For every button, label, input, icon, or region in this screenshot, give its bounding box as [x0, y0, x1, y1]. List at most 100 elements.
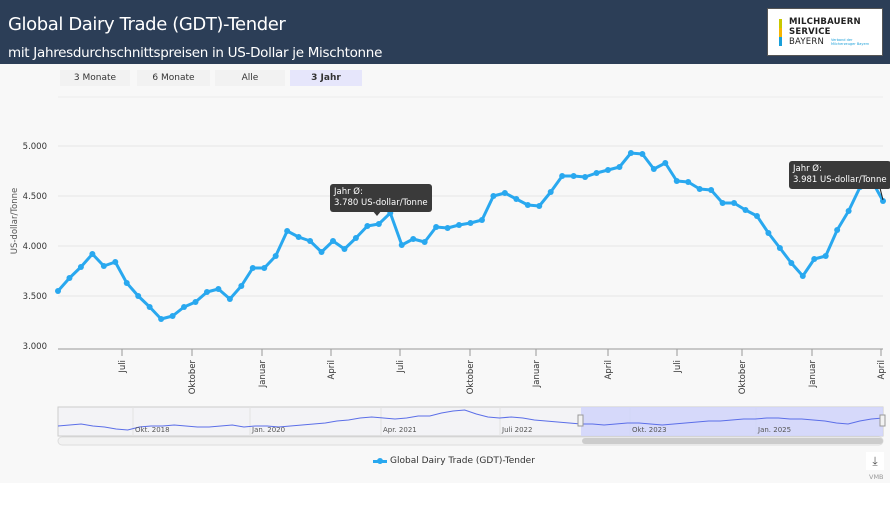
data-point[interactable]: [192, 299, 199, 305]
tooltip-2: Jahr Ø: 3.981 US-dollar/Tonne: [789, 161, 890, 189]
data-point[interactable]: [753, 213, 760, 219]
data-point[interactable]: [330, 238, 336, 244]
data-point[interactable]: [845, 208, 852, 214]
data-point[interactable]: [834, 227, 841, 233]
data-point[interactable]: [203, 289, 210, 295]
data-point[interactable]: [456, 222, 463, 228]
data-point[interactable]: [421, 239, 428, 245]
data-point[interactable]: [559, 173, 566, 179]
data-point[interactable]: [547, 189, 554, 195]
data-point[interactable]: [55, 288, 61, 294]
data-point[interactable]: [352, 235, 359, 241]
data-point[interactable]: [570, 173, 577, 179]
data-point[interactable]: [673, 178, 680, 184]
data-point[interactable]: [501, 190, 508, 196]
page-title: Global Dairy Trade (GDT)-Tender: [8, 14, 286, 35]
data-point[interactable]: [582, 174, 589, 180]
range-button-3-years[interactable]: 3 Jahr: [290, 70, 362, 86]
data-point[interactable]: [112, 259, 119, 265]
logo-tagline: Verband der Milcherzeuger Bayern: [831, 38, 870, 46]
range-button-all[interactable]: Alle: [215, 70, 285, 86]
data-point[interactable]: [662, 160, 669, 166]
data-point[interactable]: [66, 275, 73, 281]
y-axis-title: US-dollar/Tonne: [10, 188, 20, 255]
y-tick-label: 5.000: [23, 142, 47, 152]
data-point[interactable]: [639, 151, 646, 157]
x-tick-label: April: [604, 360, 614, 379]
data-point[interactable]: [169, 313, 176, 319]
data-point[interactable]: [731, 200, 738, 206]
data-point[interactable]: [627, 150, 634, 156]
data-point[interactable]: [410, 236, 417, 242]
data-point[interactable]: [295, 234, 302, 240]
data-point[interactable]: [158, 316, 165, 322]
data-point[interactable]: [513, 196, 520, 202]
x-tick-label: Oktober: [738, 359, 748, 394]
legend-item[interactable]: Global Dairy Trade (GDT)-Tender: [373, 456, 535, 466]
data-point[interactable]: [181, 304, 188, 310]
data-point[interactable]: [811, 256, 818, 262]
legend-label: Global Dairy Trade (GDT)-Tender: [390, 456, 535, 466]
navigator-selected-range[interactable]: [581, 407, 883, 436]
data-point[interactable]: [318, 249, 325, 255]
data-point[interactable]: [490, 193, 497, 199]
data-point[interactable]: [249, 265, 256, 271]
tooltip-1: Jahr Ø: 3.780 US-dollar/Tonne: [330, 184, 432, 212]
data-point[interactable]: [284, 228, 291, 234]
range-button-6-months[interactable]: 6 Monate: [137, 70, 210, 86]
data-point[interactable]: [880, 198, 886, 204]
data-point[interactable]: [742, 207, 749, 213]
logo-line-1: MILCHBAUERN: [789, 17, 861, 27]
data-point[interactable]: [375, 221, 382, 227]
navigator-handle-right[interactable]: [879, 414, 886, 427]
data-point[interactable]: [77, 264, 84, 270]
header: Global Dairy Trade (GDT)-Tender mit Jahr…: [0, 0, 890, 64]
data-point[interactable]: [822, 253, 829, 259]
data-point[interactable]: [650, 166, 657, 172]
scrollbar-thumb[interactable]: [582, 438, 883, 444]
range-button-3-months[interactable]: 3 Monate: [60, 70, 130, 86]
data-point[interactable]: [307, 238, 314, 244]
data-point[interactable]: [536, 203, 543, 209]
data-point[interactable]: [616, 164, 623, 170]
data-point[interactable]: [788, 260, 795, 266]
download-icon: ⤓: [872, 454, 878, 468]
data-point[interactable]: [135, 293, 142, 299]
data-point[interactable]: [398, 242, 405, 248]
data-point[interactable]: [685, 179, 692, 185]
data-point[interactable]: [261, 265, 268, 271]
logo: MILCHBAUERN SERVICE BAYERN Verband der M…: [767, 8, 883, 56]
data-point[interactable]: [215, 286, 222, 292]
data-point[interactable]: [226, 296, 233, 302]
data-point[interactable]: [799, 273, 806, 279]
data-point[interactable]: [341, 246, 348, 252]
data-point[interactable]: [100, 263, 107, 269]
logo-line-3: BAYERN: [789, 37, 825, 47]
data-point[interactable]: [433, 224, 440, 230]
data-point[interactable]: [593, 170, 600, 176]
data-point[interactable]: [444, 225, 451, 231]
data-point[interactable]: [89, 251, 96, 257]
data-point[interactable]: [146, 304, 153, 310]
x-tick-label: Januar: [258, 360, 268, 389]
data-point[interactable]: [364, 223, 371, 229]
data-point[interactable]: [696, 186, 703, 192]
data-point[interactable]: [238, 283, 245, 289]
y-tick-label: 3.000: [23, 342, 47, 352]
x-tick-label: Januar: [532, 360, 542, 389]
navigator-handle-left[interactable]: [577, 414, 584, 427]
x-tick-label: Juli: [118, 360, 128, 374]
data-point[interactable]: [272, 253, 279, 259]
download-button[interactable]: ⤓: [866, 452, 884, 470]
legend-symbol-icon: [373, 457, 387, 464]
data-point[interactable]: [123, 280, 130, 286]
data-point[interactable]: [719, 200, 726, 206]
data-point[interactable]: [708, 187, 715, 193]
data-point[interactable]: [467, 220, 474, 226]
data-point[interactable]: [605, 167, 611, 173]
data-point[interactable]: [776, 245, 783, 251]
data-point[interactable]: [765, 230, 772, 236]
data-point[interactable]: [524, 202, 531, 208]
data-point[interactable]: [478, 217, 485, 223]
